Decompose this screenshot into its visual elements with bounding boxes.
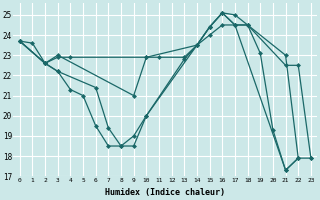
X-axis label: Humidex (Indice chaleur): Humidex (Indice chaleur) xyxy=(105,188,225,197)
